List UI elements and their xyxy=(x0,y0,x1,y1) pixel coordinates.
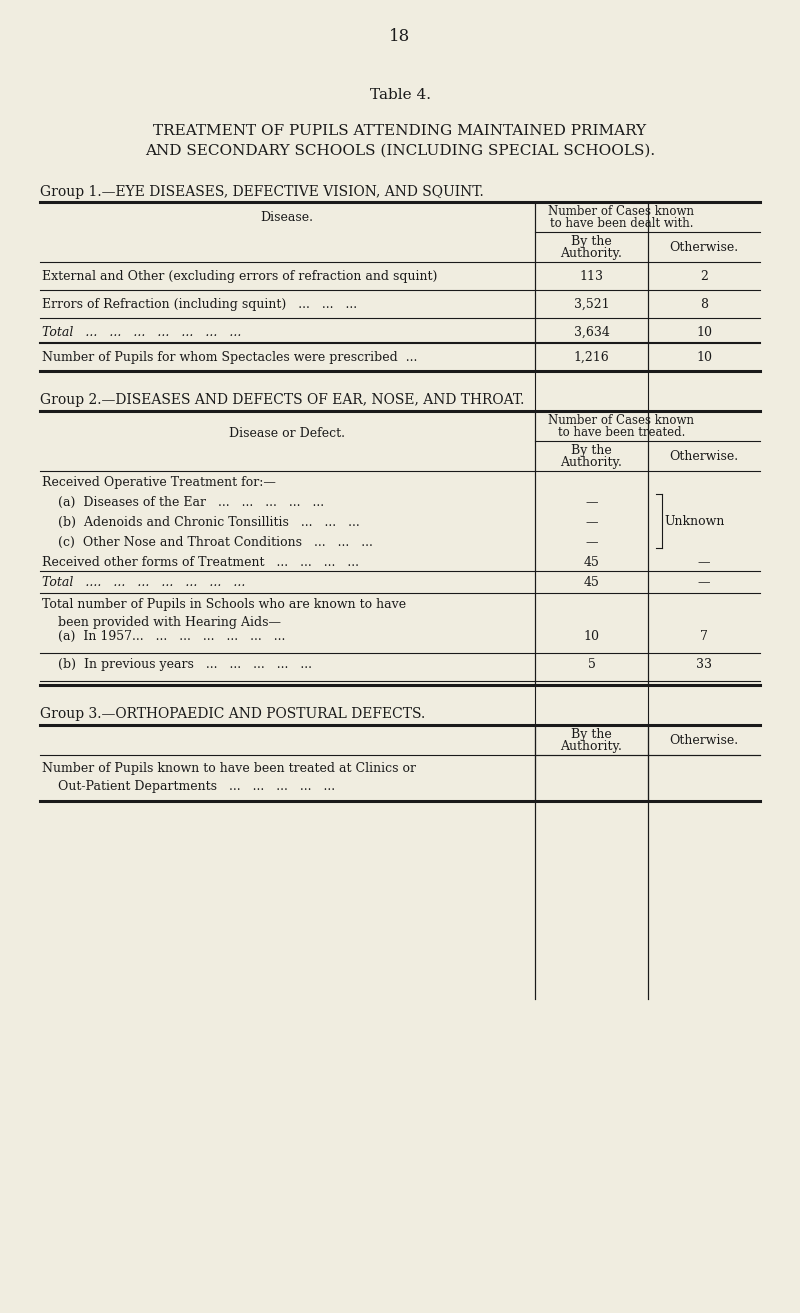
Text: By the: By the xyxy=(571,727,612,741)
Text: (a)  In 1957...   ...   ...   ...   ...   ...   ...: (a) In 1957... ... ... ... ... ... ... xyxy=(42,630,286,643)
Text: Number of Cases known: Number of Cases known xyxy=(549,205,694,218)
Text: Number of Pupils for whom Spectacles were prescribed  ...: Number of Pupils for whom Spectacles wer… xyxy=(42,351,418,364)
Text: 1,216: 1,216 xyxy=(574,351,610,364)
Text: Received other forms of Treatment   ...   ...   ...   ...: Received other forms of Treatment ... ..… xyxy=(42,555,359,569)
Text: Number of Pupils known to have been treated at Clinics or: Number of Pupils known to have been trea… xyxy=(42,762,416,775)
Text: —: — xyxy=(698,576,710,590)
Text: Otherwise.: Otherwise. xyxy=(670,242,738,253)
Text: 2: 2 xyxy=(700,270,708,284)
Text: 5: 5 xyxy=(587,658,595,671)
Text: By the: By the xyxy=(571,444,612,457)
Text: to have been dealt with.: to have been dealt with. xyxy=(550,217,694,230)
Text: TREATMENT OF PUPILS ATTENDING MAINTAINED PRIMARY: TREATMENT OF PUPILS ATTENDING MAINTAINED… xyxy=(154,123,646,138)
Text: Authority.: Authority. xyxy=(561,456,622,469)
Text: Disease.: Disease. xyxy=(261,211,314,225)
Text: (b)  Adenoids and Chronic Tonsillitis   ...   ...   ...: (b) Adenoids and Chronic Tonsillitis ...… xyxy=(42,516,360,529)
Text: (c)  Other Nose and Throat Conditions   ...   ...   ...: (c) Other Nose and Throat Conditions ...… xyxy=(42,536,373,549)
Text: Total   ...   ...   ...   ...   ...   ...   ...: Total ... ... ... ... ... ... ... xyxy=(42,326,242,339)
Text: 45: 45 xyxy=(583,555,599,569)
Text: Total number of Pupils in Schools who are known to have: Total number of Pupils in Schools who ar… xyxy=(42,597,406,611)
Text: Total   ....   ...   ...   ...   ...   ...   ...: Total .... ... ... ... ... ... ... xyxy=(42,576,246,590)
Text: Table 4.: Table 4. xyxy=(370,88,430,102)
Text: 33: 33 xyxy=(696,658,712,671)
Text: 10: 10 xyxy=(696,351,712,364)
Text: 3,521: 3,521 xyxy=(574,298,610,311)
Text: been provided with Hearing Aids—: been provided with Hearing Aids— xyxy=(42,616,281,629)
Text: —: — xyxy=(586,536,598,549)
Text: 10: 10 xyxy=(583,630,599,643)
Text: Disease or Defect.: Disease or Defect. xyxy=(229,427,345,440)
Text: Otherwise.: Otherwise. xyxy=(670,450,738,463)
Text: Group 1.—EYE DISEASES, DEFECTIVE VISION, AND SQUINT.: Group 1.—EYE DISEASES, DEFECTIVE VISION,… xyxy=(40,185,484,200)
Text: —: — xyxy=(698,555,710,569)
Text: (a)  Diseases of the Ear   ...   ...   ...   ...   ...: (a) Diseases of the Ear ... ... ... ... … xyxy=(42,496,324,509)
Text: 7: 7 xyxy=(700,630,708,643)
Text: —: — xyxy=(586,496,598,509)
Text: By the: By the xyxy=(571,235,612,248)
Text: Authority.: Authority. xyxy=(561,247,622,260)
Text: Unknown: Unknown xyxy=(664,515,724,528)
Text: 10: 10 xyxy=(696,326,712,339)
Text: Errors of Refraction (including squint)   ...   ...   ...: Errors of Refraction (including squint) … xyxy=(42,298,357,311)
Text: Group 3.—ORTHOPAEDIC AND POSTURAL DEFECTS.: Group 3.—ORTHOPAEDIC AND POSTURAL DEFECT… xyxy=(40,706,426,721)
Text: —: — xyxy=(586,516,598,529)
Text: 18: 18 xyxy=(390,28,410,45)
Text: Received Operative Treatment for:—: Received Operative Treatment for:— xyxy=(42,477,276,488)
Text: 3,634: 3,634 xyxy=(574,326,610,339)
Text: Otherwise.: Otherwise. xyxy=(670,734,738,747)
Text: Group 2.—DISEASES AND DEFECTS OF EAR, NOSE, AND THROAT.: Group 2.—DISEASES AND DEFECTS OF EAR, NO… xyxy=(40,393,524,407)
Text: External and Other (excluding errors of refraction and squint): External and Other (excluding errors of … xyxy=(42,270,438,284)
Text: (b)  In previous years   ...   ...   ...   ...   ...: (b) In previous years ... ... ... ... ..… xyxy=(42,658,312,671)
Text: 45: 45 xyxy=(583,576,599,590)
Text: AND SECONDARY SCHOOLS (INCLUDING SPECIAL SCHOOLS).: AND SECONDARY SCHOOLS (INCLUDING SPECIAL… xyxy=(145,144,655,158)
Text: Out-Patient Departments   ...   ...   ...   ...   ...: Out-Patient Departments ... ... ... ... … xyxy=(42,780,335,793)
Text: to have been treated.: to have been treated. xyxy=(558,425,685,439)
Text: Number of Cases known: Number of Cases known xyxy=(549,414,694,427)
Text: 113: 113 xyxy=(579,270,603,284)
Text: Authority.: Authority. xyxy=(561,741,622,752)
Text: 8: 8 xyxy=(700,298,708,311)
